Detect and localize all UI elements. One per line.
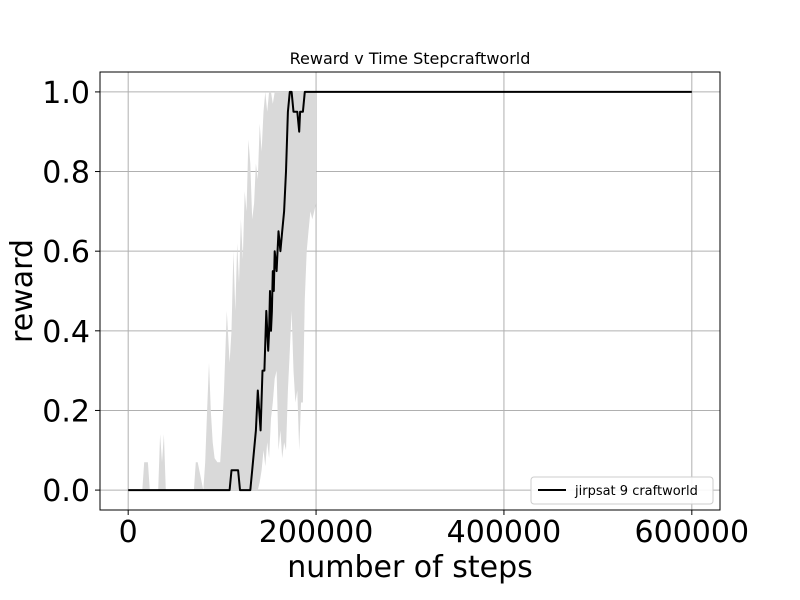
x-tick-label: 400000 <box>447 515 562 550</box>
series-line <box>128 90 692 492</box>
x-axis-ticks: 0 200000 400000 600000 <box>119 510 749 550</box>
y-tick-label: 0.8 <box>42 156 90 191</box>
y-tick-label: 1.0 <box>42 76 90 111</box>
y-axis-label: reward <box>5 239 40 343</box>
std-band-area <box>128 91 317 491</box>
legend-label: jirpsat 9 craftworld <box>574 484 698 499</box>
y-tick-label: 0.2 <box>42 394 90 429</box>
plot-area-frame <box>99 71 721 511</box>
legend-box <box>530 476 714 505</box>
y-tick-label: 0.0 <box>42 474 90 509</box>
chart-title: Reward v Time Stepcraftworld <box>290 49 531 68</box>
x-tick-label: 600000 <box>635 515 750 550</box>
legend: jirpsat 9 craftworld <box>530 476 714 505</box>
x-tick-label: 200000 <box>259 515 374 550</box>
y-tick-label: 0.4 <box>42 315 90 350</box>
std-band <box>128 91 317 491</box>
x-tick-label: 0 <box>119 515 138 550</box>
y-tick-label: 0.6 <box>42 235 90 270</box>
x-axis-label: number of steps <box>287 550 533 585</box>
y-axis-ticks: 0.0 0.2 0.4 0.6 0.8 1.0 <box>42 76 100 509</box>
series-lines <box>128 90 692 492</box>
